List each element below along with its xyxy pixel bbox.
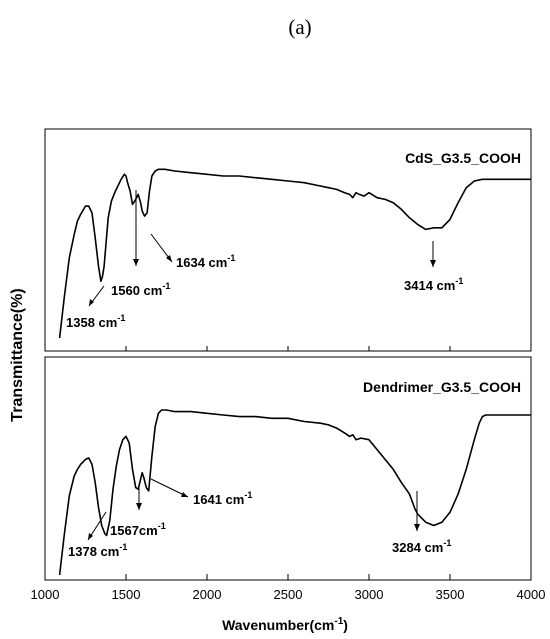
- label-1634: 1634 cm-1: [176, 253, 235, 270]
- arrowhead-1358: [89, 299, 94, 306]
- arrowhead-1560: [133, 259, 139, 266]
- arrowhead-1634: [166, 255, 172, 262]
- label-3284: 3284 cm-1: [392, 538, 451, 555]
- x-axis-label: Wavenumber(cm-1): [222, 616, 348, 633]
- arrowhead-1641: [181, 492, 188, 497]
- arrowhead-1378: [88, 533, 93, 540]
- x-tick-label-1000: 1000: [31, 587, 60, 602]
- arrowheads: [88, 255, 436, 540]
- peak-annotations: 1358 cm-1 1560 cm-1 1634 cm-1 3414 cm-1 …: [66, 190, 463, 559]
- label-1567: 1567cm-1: [110, 521, 166, 538]
- arrowhead-3414: [430, 260, 436, 267]
- series-label-cds: CdS_G3.5_COOH: [405, 150, 521, 166]
- x-tick-label-2000: 2000: [193, 587, 222, 602]
- x-tick-label-4000: 4000: [517, 587, 546, 602]
- label-1378: 1378 cm-1: [68, 542, 127, 559]
- series-line-cds: [58, 168, 531, 339]
- panel-label: (a): [288, 15, 311, 39]
- label-1560: 1560 cm-1: [111, 281, 170, 298]
- x-tick-label-2500: 2500: [274, 587, 303, 602]
- series-label-dendrimer: Dendrimer_G3.5_COOH: [363, 379, 521, 395]
- arrowhead-1567: [136, 503, 142, 510]
- label-1641: 1641 cm-1: [193, 490, 252, 507]
- x-tick-label-1500: 1500: [112, 587, 141, 602]
- arrowhead-3284: [414, 524, 420, 531]
- label-1358: 1358 cm-1: [66, 313, 125, 330]
- y-axis-label: Transmittance(%): [9, 288, 26, 421]
- x-tick-label-3500: 3500: [436, 587, 465, 602]
- x-axis-ticks: 1000 1500 2000 2500 3000 3500 4000: [31, 346, 546, 602]
- x-tick-label-3000: 3000: [355, 587, 384, 602]
- label-3414: 3414 cm-1: [404, 276, 463, 293]
- arrow-1641: [150, 478, 189, 498]
- series-line-dendrimer: [58, 409, 531, 576]
